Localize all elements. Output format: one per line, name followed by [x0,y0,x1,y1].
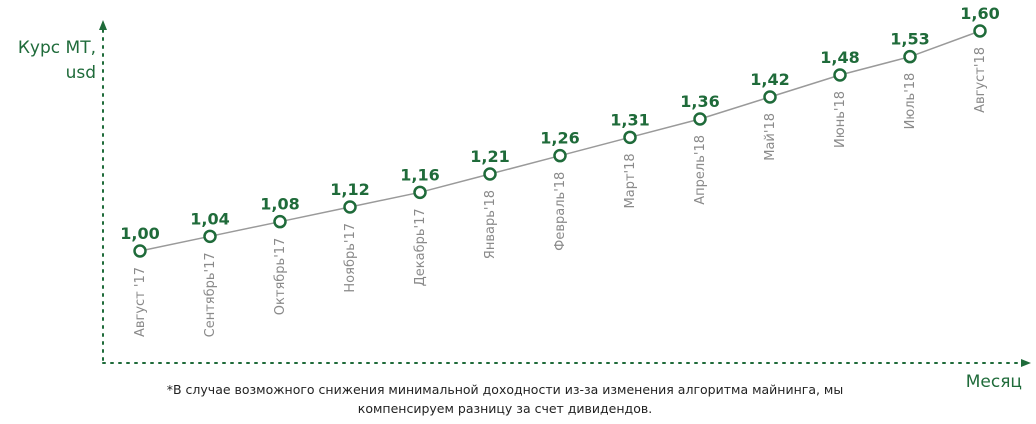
x-tick-label: Июль'18 [903,73,918,130]
data-point [973,24,987,38]
data-points [133,24,987,258]
x-tick-label: Июнь'18 [833,91,848,148]
data-point [343,200,357,214]
footnote: *В случае возможного снижения минимально… [110,380,900,418]
data-point [693,112,707,126]
x-tick-label: Август '17 [133,267,148,337]
x-tick-label: Октябрь'17 [273,238,288,316]
data-point [203,229,217,244]
data-label: 1,12 [330,180,369,199]
data-point [483,167,497,181]
data-point [623,130,637,145]
data-label: 1,08 [260,195,299,214]
x-tick-label: Сентябрь'17 [203,252,218,337]
data-label: 1,04 [190,209,229,228]
data-label: 1,21 [470,147,509,166]
data-label: 1,26 [540,129,579,148]
data-point [133,244,147,258]
data-point [553,148,567,163]
data-label: 1,48 [820,48,859,67]
data-label: 1,31 [610,110,649,129]
x-axis-arrow [1021,359,1031,367]
x-tick-labels: Август '17 Сентябрь'17 Октябрь'17 Ноябрь'17… [133,47,988,337]
x-tick-label: Декабрь'17 [413,208,428,286]
data-point [833,68,847,82]
y-axis-label-line-2: usd [65,63,96,83]
y-axis-label-line-1: Курс МТ, [17,38,96,58]
x-tick-label: Январь'18 [483,190,498,259]
x-tick-label: Февраль'18 [553,172,568,251]
x-tick-label: Май'18 [763,113,778,161]
data-labels: 1,00 1,04 1,08 1,12 1,16 1,21 1,26 1,31 1,36 1,42… [120,4,999,243]
x-tick-label: Ноябрь'17 [343,223,358,293]
x-tick-label: Апрель'18 [693,135,708,205]
x-tick-label: Август'18 [973,47,988,113]
y-axis-arrow [99,20,107,30]
data-label: 1,42 [750,70,789,89]
data-point [273,214,287,229]
data-label: 1,16 [400,165,439,184]
data-label: 1,36 [680,92,719,111]
data-label: 1,53 [890,30,929,49]
data-label: 1,00 [120,224,159,243]
chart-axes [99,20,1031,367]
data-point [903,49,917,64]
data-label: 1,60 [960,4,999,23]
x-tick-label: Март'18 [623,153,638,208]
footnote-line-2: компенсируем разницу за счет дивидендов. [357,401,653,416]
y-axis-label: Курс МТ, usd [18,36,96,86]
data-point [763,90,777,104]
data-point [413,185,427,200]
footnote-line-1: *В случае возможного снижения минимально… [166,382,844,397]
x-axis-label: Месяц [965,372,1022,392]
